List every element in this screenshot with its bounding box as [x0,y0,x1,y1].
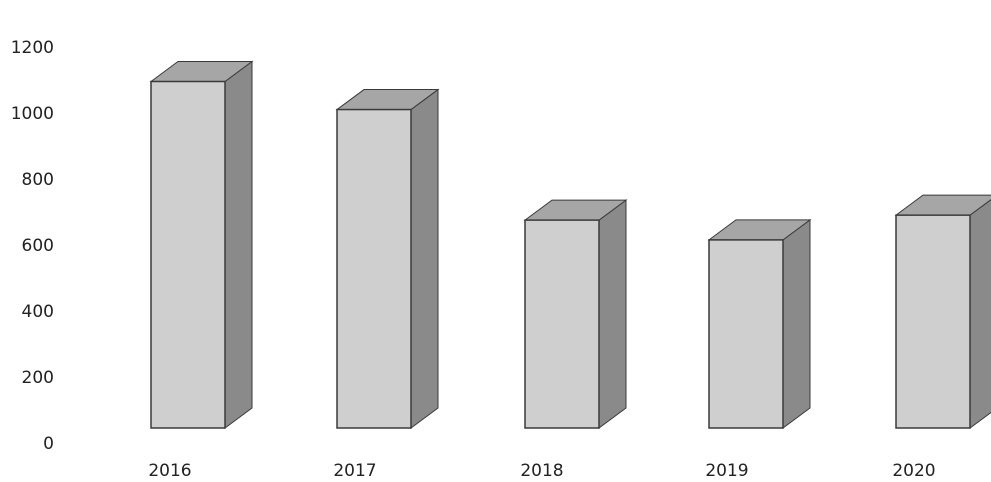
x-tick-label: 2020 [892,461,935,481]
y-tick-label: 600 [22,236,54,256]
x-axis: 2016 2017 2018 2019 2020 [148,461,935,481]
bar-front-face [150,80,226,429]
bar-2017 [335,88,440,429]
bar-side-face [410,88,439,429]
bar-front-face [895,214,971,429]
y-tick-label: 1000 [11,104,54,124]
bar-front-face [708,239,784,429]
bar-side-face [969,198,991,429]
y-tick-label: 800 [22,170,54,190]
y-axis: 0 200 400 600 800 1000 1200 [11,38,54,454]
bar-front-face [336,108,412,429]
bar-2018 [523,199,628,429]
bar-side-face [598,199,627,429]
y-tick-label: 1200 [11,38,54,58]
y-tick-label: 0 [43,434,54,454]
bar-2020 [894,194,991,429]
bars [149,60,991,429]
bar-2016 [149,60,254,429]
x-tick-label: 2018 [520,461,563,481]
bar-side-face [782,218,811,429]
x-tick-label: 2016 [148,461,191,481]
x-tick-label: 2017 [333,461,376,481]
y-tick-label: 200 [22,368,54,388]
bar-front-face [524,219,600,429]
bar-side-face [224,60,253,429]
x-tick-label: 2019 [705,461,748,481]
bar-2019 [707,218,812,429]
y-tick-label: 400 [22,302,54,322]
